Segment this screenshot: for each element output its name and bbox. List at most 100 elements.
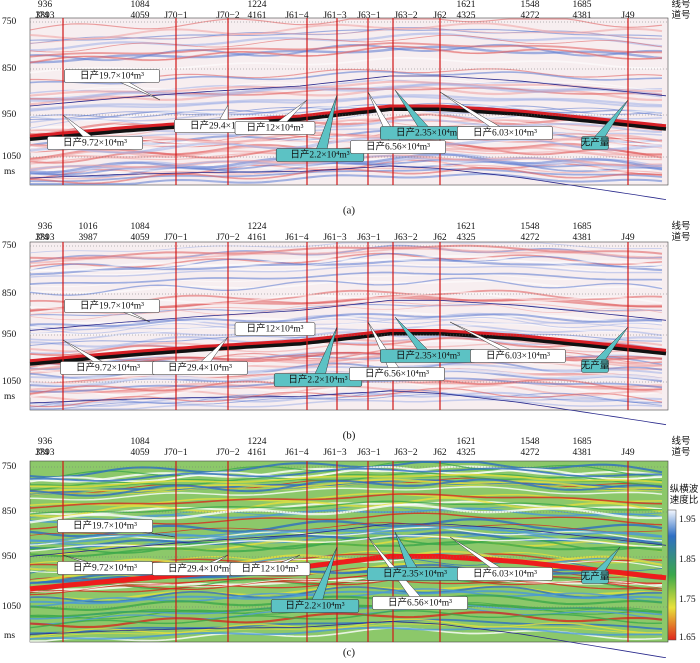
trace-number: 4161	[248, 448, 267, 458]
callout-box	[372, 596, 468, 610]
y-tick-label: 1050	[2, 377, 21, 387]
callout-text: 日产2.35×10⁴m³	[396, 127, 460, 139]
texture-stripe	[29, 18, 663, 31]
texture-stripe	[29, 322, 662, 336]
texture-stripe	[29, 113, 663, 136]
callout-box	[457, 567, 553, 581]
trace-number: 4059	[131, 233, 150, 243]
horizon-dark	[29, 331, 667, 366]
well-name: J70−2	[216, 233, 240, 243]
texture-stripe	[29, 244, 663, 260]
well-name: J63−2	[394, 233, 418, 243]
callout-text: 日产29.4×10⁴m³	[168, 362, 232, 374]
callout-text: 日产12×10⁴m³	[247, 122, 304, 134]
callout-text: 日产19.7×10⁴m³	[73, 520, 137, 532]
trace-number: 4161	[248, 233, 267, 243]
texture-stripe	[29, 94, 663, 111]
horizon	[29, 104, 667, 138]
callout-text: 日产2.35×10⁴m³	[383, 568, 447, 580]
texture-stripe	[29, 496, 663, 518]
callout-box	[229, 562, 311, 576]
texture-stripe	[29, 550, 663, 571]
callout-box	[234, 121, 316, 135]
texture-stripe	[29, 57, 663, 74]
trace-number: 3893	[36, 448, 55, 458]
texture-stripe	[29, 42, 662, 58]
texture-stripe	[29, 83, 663, 102]
texture-stripe	[29, 594, 663, 611]
colorbar-tick: 1.85	[679, 555, 696, 565]
line-number: 1224	[248, 437, 267, 447]
line-number: 1084	[131, 0, 150, 10]
callout-box	[349, 367, 445, 381]
texture-stripe	[29, 277, 663, 296]
callout-box	[64, 299, 160, 313]
texture-stripe	[29, 32, 663, 52]
y-unit: ms	[4, 631, 15, 641]
texture-stripe	[29, 317, 663, 334]
trace-number: 4272	[521, 233, 540, 243]
well-name: J70−1	[164, 448, 188, 458]
texture-stripe	[29, 526, 663, 543]
texture-stripe	[29, 465, 663, 483]
line-number: 1084	[131, 222, 150, 232]
y-tick-label: 1050	[2, 152, 21, 162]
callout-box	[581, 359, 609, 373]
texture-stripe	[30, 393, 663, 410]
callout-box	[470, 349, 566, 363]
callout-text: 日产29.4×10⁴m³	[168, 563, 232, 575]
callout-text: 日产9.72×10⁴m³	[73, 562, 137, 574]
colorbar-title: 速度比	[670, 494, 699, 506]
well-name: J63−1	[357, 233, 381, 243]
well-name: J61−4	[285, 11, 309, 21]
callout-text: 日产6.03×10⁴m³	[473, 568, 537, 580]
y-tick-label: 950	[2, 110, 17, 120]
line-number: 1016	[79, 222, 98, 232]
texture-stripe	[29, 324, 663, 342]
well-name: J49	[621, 448, 634, 458]
callout-text: 无产量	[581, 137, 610, 149]
y-tick-label: 850	[2, 64, 17, 74]
trace-number: 4381	[573, 448, 592, 458]
texture-stripe	[29, 618, 663, 638]
trace-number: 3893	[36, 233, 55, 243]
texture-stripe	[29, 579, 663, 593]
texture-stripe	[29, 259, 663, 276]
callout-text: 日产12×10⁴m³	[242, 563, 299, 575]
well-name: J70−2	[216, 448, 240, 458]
callout-box	[350, 140, 446, 154]
line-number: 1224	[248, 222, 267, 232]
y-tick-label: 750	[2, 241, 17, 251]
trace-number: 4272	[521, 11, 540, 21]
line-number: 936	[38, 437, 53, 447]
texture-stripe	[29, 152, 663, 174]
well-name: J63−2	[394, 11, 418, 21]
well-name: J63−1	[357, 448, 381, 458]
colorbar-tick: 1.75	[679, 595, 696, 605]
trace-number: 3987	[79, 233, 98, 243]
line-number: 1621	[457, 222, 476, 232]
texture-stripe	[29, 574, 663, 593]
well-name: J61−3	[323, 448, 347, 458]
callout-text: 日产9.72×10⁴m³	[63, 137, 127, 149]
trace-number: 4272	[521, 448, 540, 458]
texture-stripe	[29, 259, 663, 273]
callout-text: 无产量	[581, 571, 610, 583]
y-unit: ms	[4, 392, 15, 402]
trace-number: 4381	[573, 233, 592, 243]
line-number: 1224	[248, 0, 267, 10]
y-tick-label: 950	[2, 552, 17, 562]
line-number: 1548	[521, 0, 540, 10]
texture-stripe	[30, 473, 663, 488]
horizon-top	[29, 299, 667, 331]
axis-title: 道号	[671, 446, 690, 458]
well-name: J74	[35, 11, 48, 21]
texture-stripe	[29, 540, 663, 558]
callout-box	[47, 136, 143, 150]
callout-text: 日产19.7×10⁴m³	[80, 300, 144, 312]
texture-stripe	[29, 247, 663, 265]
axis-title: 道号	[671, 9, 690, 21]
texture-stripe	[29, 534, 662, 552]
